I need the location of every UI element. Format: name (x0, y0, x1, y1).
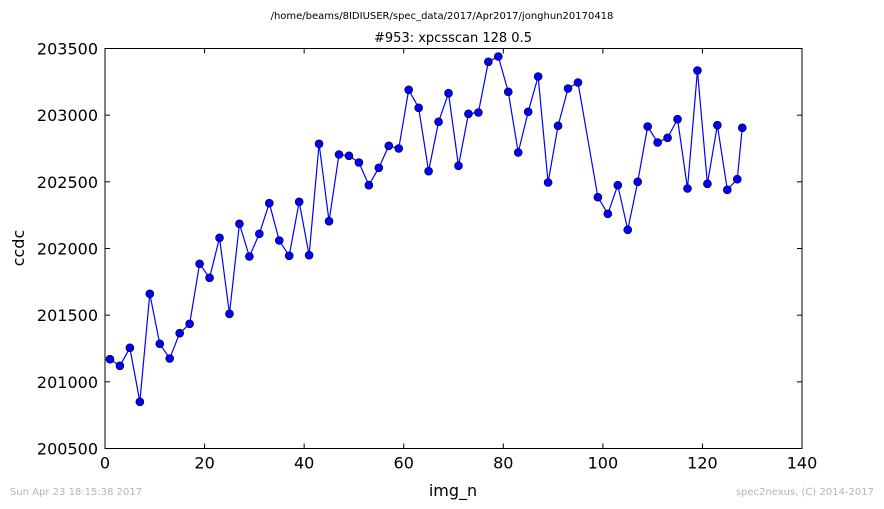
data-point (294, 197, 304, 207)
data-point (304, 250, 314, 260)
y-axis-label: ccdc (9, 230, 28, 267)
data-point (633, 177, 643, 187)
x-tick-label: 40 (294, 454, 314, 473)
data-point (713, 120, 722, 130)
tick-labels-layer: 0 20 40 60 80 100 120 140 200500 201000 201500 2020… (37, 40, 817, 473)
data-point (732, 174, 742, 184)
data-point (344, 151, 354, 161)
data-point (165, 354, 175, 363)
data-point (225, 309, 234, 319)
data-point (404, 85, 413, 95)
data-point (384, 141, 394, 151)
data-point (663, 133, 672, 143)
data-point (563, 84, 573, 93)
data-point (135, 397, 145, 407)
data-point (264, 198, 274, 208)
y-tick-label: 201000 (37, 373, 98, 392)
data-point (503, 87, 513, 97)
y-tick-label: 203500 (37, 40, 98, 59)
data-point (653, 138, 662, 147)
data-point (364, 180, 374, 190)
data-point (673, 114, 682, 124)
x-tick-label: 100 (588, 454, 619, 473)
data-point (155, 339, 165, 349)
data-point (444, 88, 453, 98)
plot-frame (104, 48, 803, 449)
data-point (573, 78, 583, 87)
data-point (723, 185, 732, 195)
data-point (314, 139, 324, 149)
data-point (464, 109, 473, 119)
y-tick-label: 201500 (37, 306, 98, 325)
data-point (354, 158, 364, 167)
x-tick-label: 120 (687, 454, 718, 473)
chart-title: #953: xpcsscan 128 0.5 (374, 31, 532, 46)
x-tick-label: 0 (100, 454, 110, 473)
data-point (484, 57, 493, 67)
data-point (374, 163, 384, 173)
footer-timestamp: Sun Apr 23 18:15:38 2017 (10, 487, 143, 498)
y-tick-label: 203000 (37, 106, 98, 125)
data-point (703, 179, 712, 189)
x-axis-label: img_n (429, 481, 477, 501)
plot-area (105, 48, 802, 449)
x-tick-label: 60 (394, 454, 414, 473)
data-point (175, 328, 184, 338)
data-point (523, 107, 533, 117)
x-tick-label: 140 (787, 454, 818, 473)
data-point (125, 343, 135, 353)
data-point (543, 178, 553, 187)
data-point (623, 225, 633, 235)
x-tick-label: 80 (493, 454, 513, 473)
data-point (185, 319, 194, 329)
data-point (394, 144, 404, 153)
series-line (109, 55, 743, 402)
data-point (533, 72, 543, 81)
data-point (693, 66, 702, 75)
chart-suptitle: /home/beams/8IDIUSER/spec_data/2017/Apr2… (271, 11, 614, 22)
data-point (105, 354, 115, 364)
data-point (434, 117, 443, 127)
data-point (424, 166, 433, 176)
data-point (215, 233, 224, 243)
data-point (115, 361, 125, 371)
data-point (737, 123, 747, 133)
data-point (553, 121, 563, 131)
data-point (414, 103, 423, 113)
data-point (235, 219, 244, 229)
data-point (284, 251, 294, 261)
ticks-layer (104, 48, 803, 449)
x-tick-label: 20 (194, 454, 214, 473)
data-point (454, 161, 463, 171)
data-point (255, 229, 264, 239)
data-point (513, 148, 523, 157)
data-point (205, 273, 214, 283)
data-point (643, 122, 652, 131)
data-point (324, 216, 334, 226)
data-point (494, 52, 503, 61)
footer-credit: spec2nexus, (C) 2014-2017 (735, 487, 874, 498)
data-point (593, 192, 603, 202)
data-point (613, 180, 623, 190)
data-point (145, 289, 155, 299)
y-tick-label: 202000 (37, 240, 98, 259)
y-tick-label: 202500 (37, 173, 98, 192)
data-point (683, 184, 692, 193)
data-point (334, 150, 344, 159)
data-point (195, 259, 204, 269)
series-layer (105, 52, 747, 407)
data-point (274, 236, 284, 245)
data-point (474, 108, 483, 117)
data-point (245, 252, 254, 261)
data-point (603, 209, 613, 219)
y-tick-label: 200500 (37, 440, 98, 459)
